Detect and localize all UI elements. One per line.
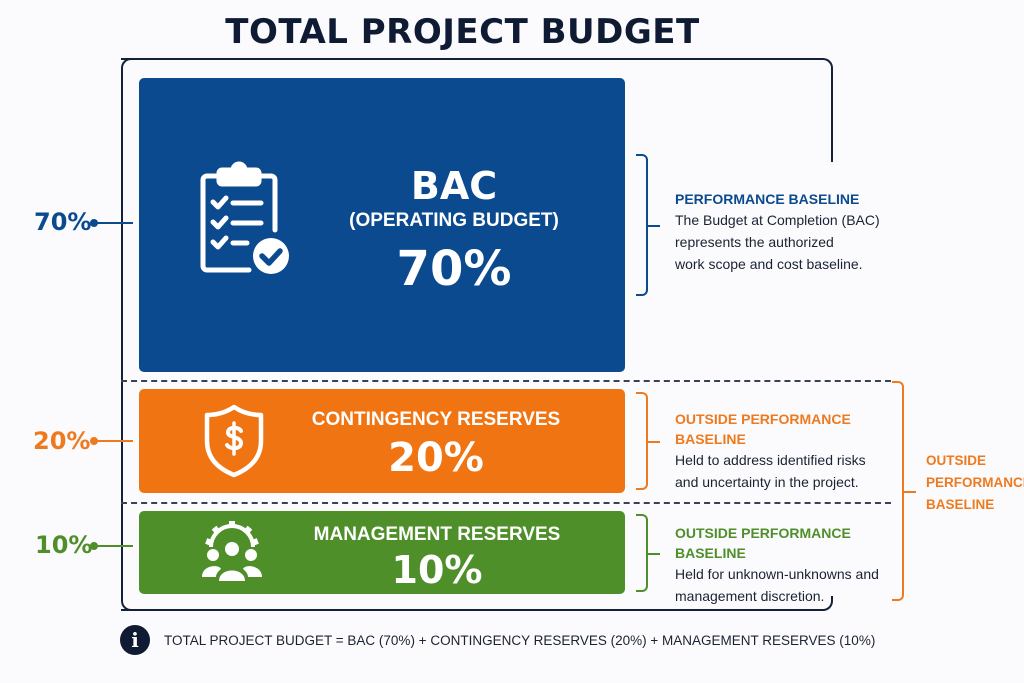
page-title: TOTAL PROJECT BUDGET [225, 12, 700, 52]
outer-label-line: PERFORMANCE [926, 475, 1024, 490]
bac-leader-line [90, 219, 133, 227]
formula-footer: i TOTAL PROJECT BUDGET = BAC (70%) + CON… [120, 625, 875, 655]
management-desc-heading: OUTSIDE PERFORMANCE BASELINE [675, 525, 851, 561]
divider-dashed [121, 380, 891, 382]
total-budget-frame-bottom [121, 596, 833, 611]
management-bracket [636, 514, 660, 592]
management-side-percent: 10% [35, 531, 93, 559]
bac-side-percent: 70% [34, 208, 92, 236]
contingency-desc-line: and uncertainty in the project. [675, 474, 859, 490]
total-budget-frame-top [121, 58, 833, 162]
bac-block: BAC (OPERATING BUDGET) 70% [139, 78, 625, 372]
bac-desc-line: represents the authorized [675, 234, 834, 250]
bac-desc-line: The Budget at Completion (BAC) [675, 212, 880, 228]
bac-bracket [636, 154, 660, 296]
contingency-leader-line [90, 437, 133, 445]
info-icon: i [120, 625, 150, 655]
bac-subtitle: (OPERATING BUDGET) [349, 210, 559, 231]
outer-label-line: OUTSIDE [926, 453, 987, 468]
management-title: MANAGEMENT RESERVES [313, 524, 561, 545]
bac-title: BAC [410, 164, 498, 208]
clipboard-check-icon [197, 160, 293, 280]
management-leader-line [90, 542, 133, 550]
management-percent: 10% [391, 548, 483, 592]
contingency-desc-line: Held to address identified risks [675, 452, 866, 468]
contingency-bracket [636, 392, 660, 490]
bac-description: PERFORMANCE BASELINE The Budget at Compl… [675, 189, 915, 275]
contingency-title: CONTINGENCY RESERVES [311, 409, 561, 430]
outer-label-line: BASELINE [926, 497, 995, 512]
contingency-description: OUTSIDE PERFORMANCE BASELINE Held to add… [675, 409, 915, 493]
management-block: MANAGEMENT RESERVES 10% [139, 511, 625, 594]
management-desc-line: management discretion. [675, 588, 825, 604]
contingency-block: CONTINGENCY RESERVES 20% [139, 389, 625, 493]
outer-reserves-bracket [892, 381, 916, 601]
contingency-side-percent: 20% [33, 427, 91, 455]
bac-desc-line: work scope and cost baseline. [675, 256, 863, 272]
total-budget-frame-left [121, 58, 141, 611]
outer-bracket-label: OUTSIDE PERFORMANCE BASELINE [926, 450, 1024, 516]
team-gear-icon [199, 519, 265, 585]
bac-percent: 70% [396, 241, 512, 297]
shield-dollar-icon [203, 403, 265, 479]
formula-text: TOTAL PROJECT BUDGET = BAC (70%) + CONTI… [164, 632, 876, 648]
divider-dashed [121, 502, 891, 504]
contingency-desc-heading: OUTSIDE PERFORMANCE BASELINE [675, 411, 851, 447]
contingency-percent: 20% [388, 435, 484, 481]
management-desc-line: Held for unknown-unknowns and [675, 566, 879, 582]
bac-desc-heading: PERFORMANCE BASELINE [675, 191, 860, 207]
management-description: OUTSIDE PERFORMANCE BASELINE Held for un… [675, 523, 915, 607]
